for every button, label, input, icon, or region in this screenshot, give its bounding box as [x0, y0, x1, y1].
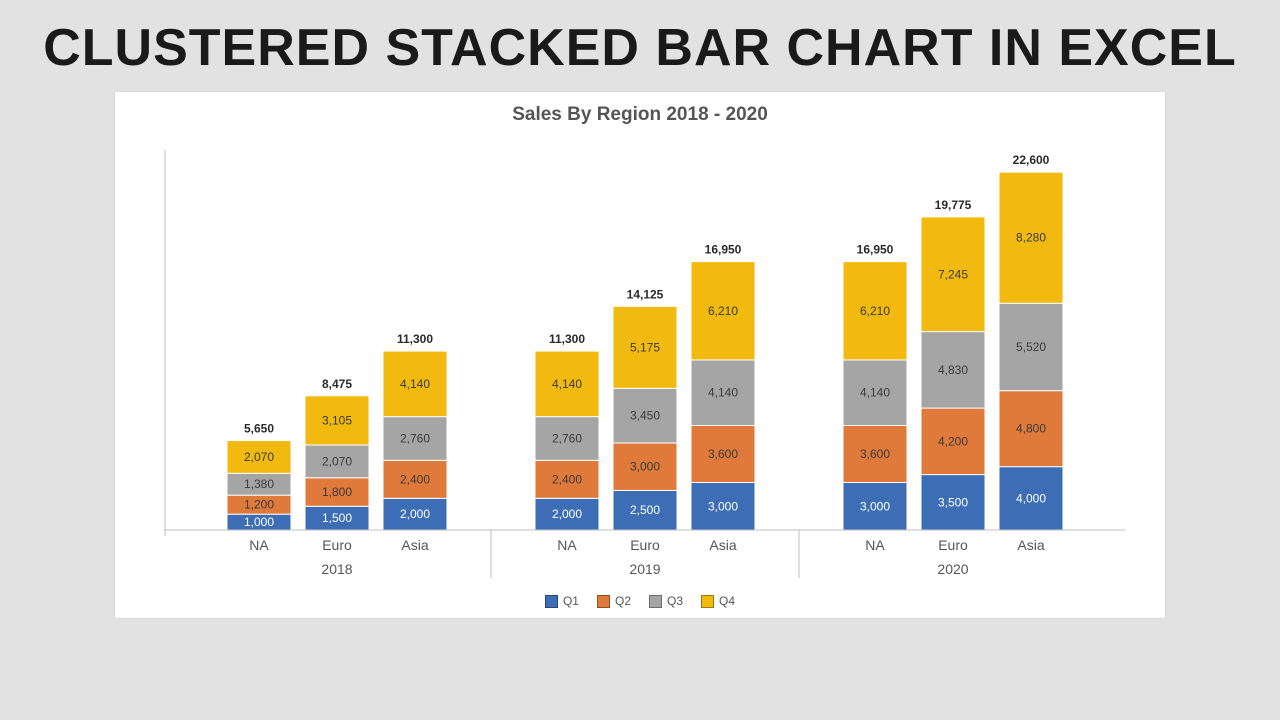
- segment-label: 5,175: [630, 340, 660, 354]
- legend-swatch-q2: [597, 595, 610, 608]
- legend-label: Q2: [615, 594, 631, 608]
- legend-swatch-q4: [701, 595, 714, 608]
- segment-label: 4,200: [938, 434, 968, 448]
- segment-label: 4,800: [1016, 422, 1046, 436]
- chart-title: Sales By Region 2018 - 2020: [115, 92, 1165, 130]
- segment-label: 4,140: [400, 377, 430, 391]
- legend-label: Q4: [719, 594, 735, 608]
- region-label: Euro: [938, 537, 968, 553]
- region-label: NA: [249, 537, 269, 553]
- legend-item-q1: Q1: [545, 594, 579, 608]
- segment-label: 3,600: [860, 447, 890, 461]
- region-label: Asia: [1017, 537, 1044, 553]
- segment-label: 4,140: [552, 377, 582, 391]
- segment-label: 3,000: [708, 499, 738, 513]
- total-label: 19,775: [935, 198, 972, 212]
- segment-label: 2,500: [630, 503, 660, 517]
- segment-label: 2,000: [552, 507, 582, 521]
- segment-label: 6,210: [860, 304, 890, 318]
- region-label: Asia: [709, 537, 736, 553]
- region-label: Asia: [401, 537, 428, 553]
- segment-label: 2,760: [400, 431, 430, 445]
- total-label: 8,475: [322, 377, 352, 391]
- segment-label: 4,140: [860, 386, 890, 400]
- chart-plot: 1,000 1,200 1,380 2,070 5,650 NA 1,500 1,800 2,0…: [135, 130, 1145, 590]
- total-label: 16,950: [857, 243, 894, 257]
- legend-swatch-q3: [649, 595, 662, 608]
- segment-label: 1,800: [322, 485, 352, 499]
- segment-label: 4,000: [1016, 491, 1046, 505]
- segment-label: 1,200: [244, 498, 274, 512]
- segment-label: 4,140: [708, 386, 738, 400]
- segment-label: 1,000: [244, 515, 274, 529]
- segment-label: 3,450: [630, 409, 660, 423]
- legend-swatch-q1: [545, 595, 558, 608]
- segment-label: 6,210: [708, 304, 738, 318]
- legend-item-q3: Q3: [649, 594, 683, 608]
- total-label: 5,650: [244, 422, 274, 436]
- segment-label: 7,245: [938, 267, 968, 281]
- total-label: 14,125: [627, 287, 664, 301]
- total-label: 16,950: [705, 243, 742, 257]
- legend-label: Q1: [563, 594, 579, 608]
- segment-label: 1,500: [322, 511, 352, 525]
- segment-label: 3,500: [938, 495, 968, 509]
- page-title: CLUSTERED STACKED BAR CHART IN EXCEL: [0, 0, 1280, 88]
- segment-label: 3,000: [630, 460, 660, 474]
- segment-label: 5,520: [1016, 340, 1046, 354]
- region-label: NA: [557, 537, 577, 553]
- segment-label: 3,000: [860, 499, 890, 513]
- region-label: NA: [865, 537, 885, 553]
- segment-label: 2,070: [244, 450, 274, 464]
- total-label: 22,600: [1013, 153, 1050, 167]
- segment-label: 8,280: [1016, 231, 1046, 245]
- segment-label: 1,380: [244, 477, 274, 491]
- region-label: Euro: [630, 537, 660, 553]
- year-label: 2019: [629, 561, 660, 577]
- segment-label: 3,105: [322, 413, 352, 427]
- region-label: Euro: [322, 537, 352, 553]
- legend-item-q4: Q4: [701, 594, 735, 608]
- segment-label: 4,830: [938, 363, 968, 377]
- segment-label: 2,400: [400, 472, 430, 486]
- year-label: 2020: [937, 561, 968, 577]
- legend: Q1 Q2 Q3 Q4: [115, 590, 1165, 618]
- segment-label: 2,400: [552, 472, 582, 486]
- segment-label: 3,600: [708, 447, 738, 461]
- legend-item-q2: Q2: [597, 594, 631, 608]
- segment-label: 2,000: [400, 507, 430, 521]
- segment-label: 2,760: [552, 431, 582, 445]
- legend-label: Q3: [667, 594, 683, 608]
- year-label: 2018: [321, 561, 352, 577]
- chart-card: Sales By Region 2018 - 2020 1,0001,2001,…: [115, 92, 1165, 618]
- total-label: 11,300: [549, 332, 585, 346]
- total-label: 11,300: [397, 332, 433, 346]
- segment-label: 2,070: [322, 454, 352, 468]
